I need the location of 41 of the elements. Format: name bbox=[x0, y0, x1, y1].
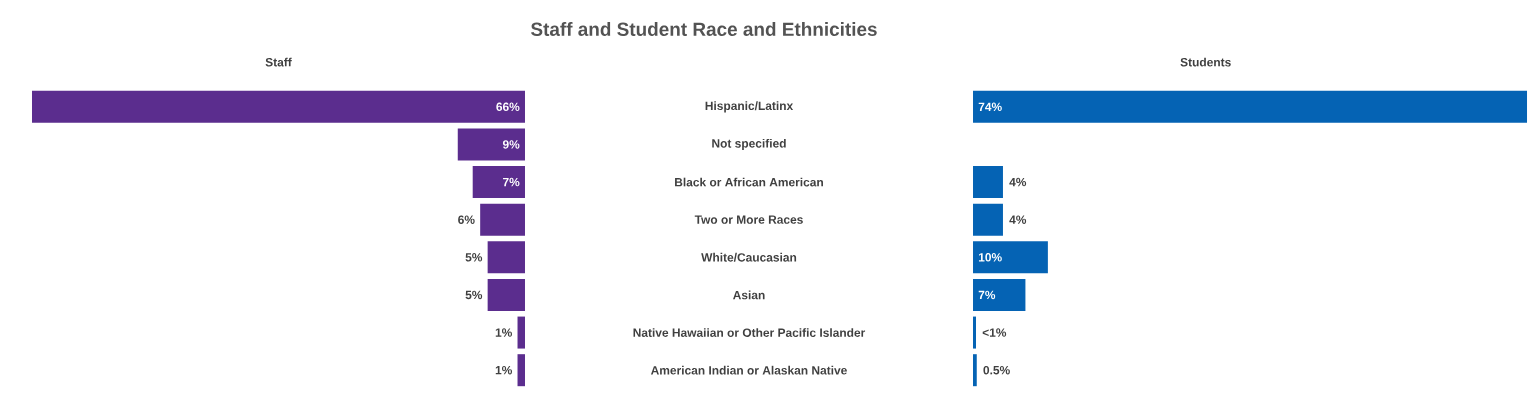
data-label: 6% bbox=[458, 215, 475, 224]
bar bbox=[32, 90, 525, 123]
data-label: <1% bbox=[982, 328, 1007, 337]
y-tick-label: American Indian or Alaskan Native bbox=[650, 365, 847, 375]
data-label: 1% bbox=[495, 365, 513, 375]
y-tick-label: Two or More Races bbox=[694, 215, 803, 224]
bar bbox=[973, 278, 1026, 311]
bar bbox=[487, 278, 525, 311]
x-axis-title: Staff bbox=[265, 57, 292, 67]
bar bbox=[973, 203, 1003, 236]
y-tick-label: Black or African American bbox=[675, 177, 823, 187]
y-tick-label: Not specified bbox=[712, 138, 786, 151]
x-axis-title: Students bbox=[1180, 57, 1231, 67]
bar bbox=[517, 316, 525, 349]
data-label: 10% bbox=[978, 253, 1002, 262]
bar bbox=[480, 203, 525, 236]
data-label: 0.5% bbox=[983, 365, 1010, 375]
data-label: 66% bbox=[496, 102, 520, 112]
y-tick-label: Hispanic/Latinx bbox=[705, 101, 794, 113]
y-tick-label: Asian bbox=[733, 290, 765, 300]
y-tick-label: Native Hawaiian or Other Pacific Islander bbox=[633, 328, 866, 337]
bar bbox=[973, 241, 1048, 274]
bar bbox=[973, 316, 977, 349]
bar bbox=[517, 354, 525, 387]
data-label: 5% bbox=[465, 253, 483, 262]
bar bbox=[487, 241, 525, 274]
bar bbox=[472, 166, 525, 199]
data-label: 4% bbox=[1009, 177, 1027, 187]
bar bbox=[973, 90, 1528, 123]
data-label: 9% bbox=[502, 140, 520, 149]
data-label: 7% bbox=[503, 177, 520, 187]
data-label: 7% bbox=[978, 290, 996, 300]
data-label: 1% bbox=[495, 328, 513, 337]
bar bbox=[457, 128, 525, 161]
data-label: 5% bbox=[465, 290, 483, 300]
bar bbox=[973, 166, 1003, 199]
y-tick-label: White/Caucasian bbox=[701, 252, 797, 262]
text: Staff and Student Race and Ethnicities bbox=[531, 22, 877, 36]
bar bbox=[973, 354, 977, 387]
data-label: 4% bbox=[1009, 215, 1027, 224]
data-label: 74% bbox=[978, 102, 1002, 112]
